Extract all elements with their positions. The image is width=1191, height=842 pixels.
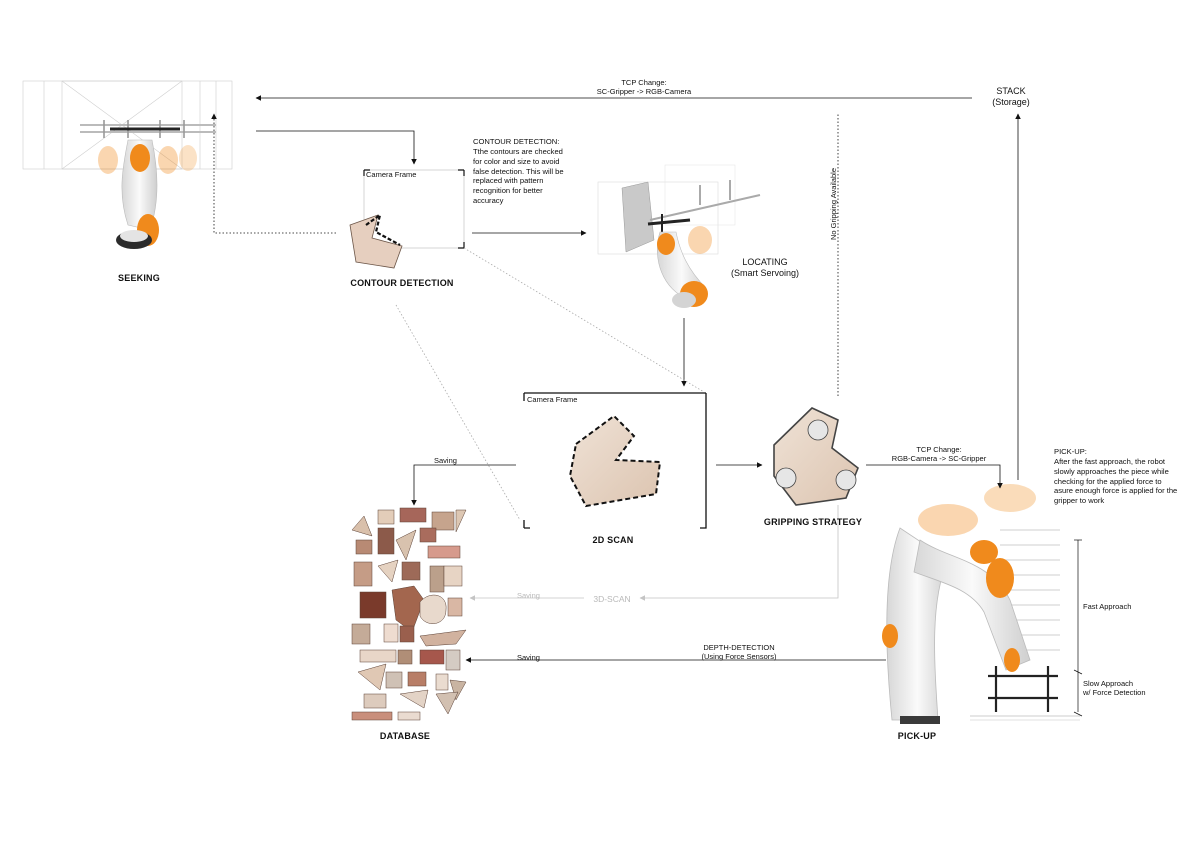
inactive-3d-scan-connector: [469, 505, 839, 601]
saving-2d-label: Saving: [434, 456, 457, 465]
slow-approach-line2: w/ Force Detection: [1083, 688, 1146, 698]
flow-arrows: [255, 95, 1021, 663]
tcp-change-right: TCP Change: RGB-Camera -> SC-Gripper: [892, 445, 986, 464]
scan-3d-label: 3D-SCAN: [593, 594, 631, 604]
stack-title: STACK: [996, 86, 1026, 96]
tcp-top-line2: SC-Gripper -> RGB-Camera: [596, 87, 692, 97]
scan-piece-icon: [568, 414, 662, 508]
locating-subtitle: (Smart Servoing): [730, 268, 800, 279]
pickup-note: PICK-UP: After the fast approach, the ro…: [1054, 447, 1180, 506]
saving-3d-label: Saving: [517, 591, 540, 600]
stack-subtitle: (Storage): [992, 97, 1030, 108]
gripping-strategy-label: GRIPPING STRATEGY: [763, 517, 863, 527]
gripping-piece-icon: [773, 407, 859, 506]
contour-frame-label: Camera Frame: [366, 170, 417, 179]
pick-up-label: PICK-UP: [897, 731, 937, 741]
locating-title: LOCATING: [742, 257, 788, 267]
tcp-change-top: TCP Change: SC-Gripper -> RGB-Camera: [597, 78, 691, 97]
pickup-robot-icon: [882, 484, 1080, 724]
contour-camera-frame: [363, 169, 465, 249]
contour-note-body: Tthe contours are checked for color and …: [473, 146, 564, 206]
pickup-note-body: After the fast approach, the robot slowl…: [1054, 456, 1178, 506]
contour-outline: [365, 212, 401, 246]
database-label: DATABASE: [379, 731, 431, 741]
scan-2d-label: 2D SCAN: [592, 535, 634, 545]
tcp-top-line1: TCP Change:: [621, 78, 667, 87]
slow-approach-label: Slow Approach w/ Force Detection: [1083, 679, 1146, 698]
contour-note: CONTOUR DETECTION: Tthe contours are che…: [473, 137, 565, 206]
contour-detection-label: CONTOUR DETECTION: [350, 278, 454, 288]
scan-camera-frame: [523, 392, 707, 529]
database-pieces: [351, 507, 467, 721]
contour-note-title: CONTOUR DETECTION:: [473, 137, 560, 146]
depth-detection-label: DEPTH-DETECTION (Using Force Sensors): [701, 643, 776, 662]
seeking-robot-icon: [80, 120, 216, 249]
locating-label: LOCATING (Smart Servoing): [731, 257, 799, 280]
contour-piece-icon: [349, 214, 403, 269]
approach-dimension: [1073, 539, 1083, 717]
stack-label: STACK (Storage): [992, 86, 1030, 109]
slow-approach-line1: Slow Approach: [1083, 679, 1134, 688]
pickup-note-title: PICK-UP:: [1054, 447, 1087, 456]
seeking-label: SEEKING: [118, 273, 160, 283]
scan-frame-label: Camera Frame: [527, 395, 578, 404]
locating-robot-icon: [597, 164, 761, 308]
dotted-connectors: [211, 113, 839, 521]
depth-line1: DEPTH-DETECTION: [703, 643, 775, 652]
fast-approach-label: Fast Approach: [1083, 602, 1132, 611]
tcp-right-line1: TCP Change:: [916, 445, 962, 454]
no-gripping-label: No Gripping Available: [829, 168, 838, 240]
depth-line2: (Using Force Sensors): [701, 652, 777, 662]
saving-depth-label: Saving: [517, 653, 540, 662]
tcp-right-line2: RGB-Camera -> SC-Gripper: [891, 454, 987, 464]
